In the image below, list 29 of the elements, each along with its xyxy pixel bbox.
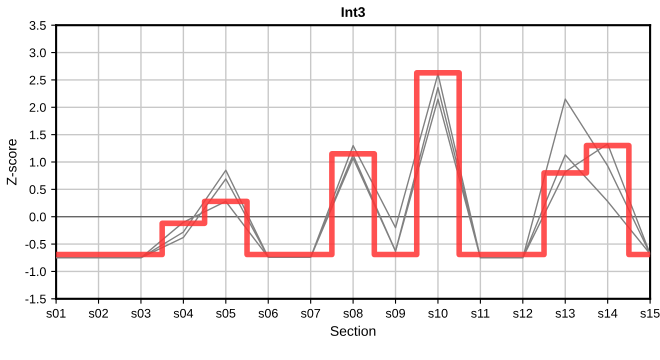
y-axis-title: Z-score (6, 139, 17, 186)
y-tick-label: -1.5 (25, 294, 46, 304)
x-tick-label: s12 (513, 308, 532, 318)
y-tick-label: 1.5 (30, 130, 46, 140)
x-tick-label: s15 (640, 308, 660, 318)
x-tick-label: s13 (556, 308, 575, 318)
y-tick-label: 0.0 (29, 212, 46, 222)
x-tick-label: s02 (88, 308, 108, 318)
y-tick-label: 2.5 (30, 76, 46, 85)
x-tick-label: s11 (471, 308, 490, 318)
x-tick-label: s07 (300, 308, 320, 318)
x-tick-label: s10 (428, 308, 448, 318)
x-axis-title: Section (330, 326, 376, 336)
chart-title: Int3 (342, 7, 365, 18)
x-tick-label: s01 (46, 308, 66, 318)
x-tick-label: s04 (174, 308, 194, 318)
y-tick-label: 3.5 (29, 21, 46, 30)
x-tick-label: s09 (386, 308, 406, 318)
x-tick-label: s05 (216, 308, 236, 318)
y-tick-label: 3.0 (29, 48, 46, 58)
y-tick-label: 1.0 (30, 158, 46, 167)
y-tick-label: -0.5 (25, 240, 46, 249)
x-tick-label: s03 (131, 308, 150, 318)
x-tick-label: s14 (598, 308, 618, 318)
y-tick-label: 0.5 (29, 185, 46, 194)
x-tick-label: s06 (258, 308, 278, 318)
y-tick-label: -1.0 (25, 267, 46, 276)
y-tick-label: 2.0 (30, 103, 46, 112)
x-tick-label: s08 (343, 308, 363, 318)
